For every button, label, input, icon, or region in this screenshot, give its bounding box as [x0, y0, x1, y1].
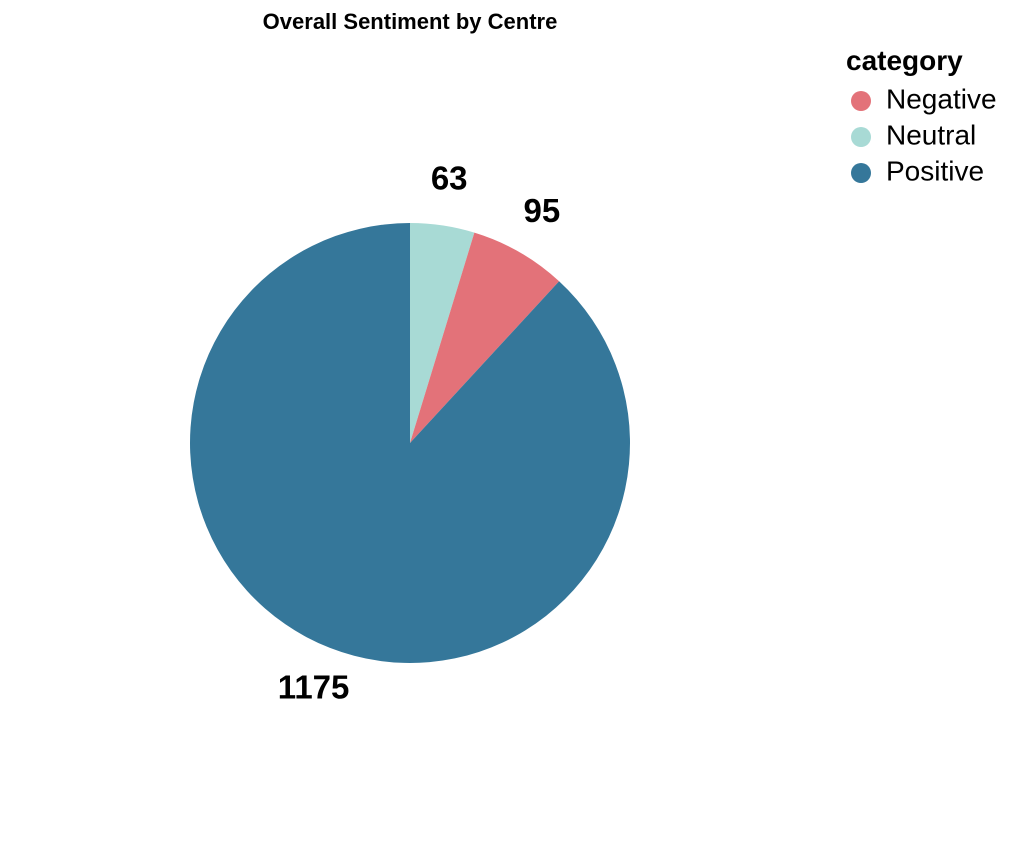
legend-label-positive: Positive: [886, 155, 984, 186]
legend-title: category: [846, 45, 963, 76]
legend-label-neutral: Neutral: [886, 119, 976, 150]
pie-slice-negative: [410, 232, 560, 443]
pie-slice-neutral: [410, 223, 475, 443]
legend-item-neutral: Neutral: [851, 119, 976, 150]
pie-slice-labels: 63 95 1175: [278, 160, 560, 706]
pie-slice-positive: [189, 223, 630, 663]
legend-swatch-positive: [851, 163, 871, 183]
slice-label-neutral: 63: [431, 160, 468, 197]
slice-label-positive: 1175: [278, 669, 350, 706]
legend-item-negative: Negative: [851, 83, 997, 114]
legend-items: Negative Neutral Positive: [851, 83, 997, 186]
legend-item-positive: Positive: [851, 155, 984, 186]
legend-label-negative: Negative: [886, 83, 997, 114]
legend: category Negative Neutral Positive: [846, 45, 997, 186]
chart-title: Overall Sentiment by Centre: [263, 9, 558, 34]
pie-slices: [189, 223, 630, 663]
legend-swatch-neutral: [851, 127, 871, 147]
legend-swatch-negative: [851, 91, 871, 111]
slice-label-negative: 95: [524, 192, 561, 229]
